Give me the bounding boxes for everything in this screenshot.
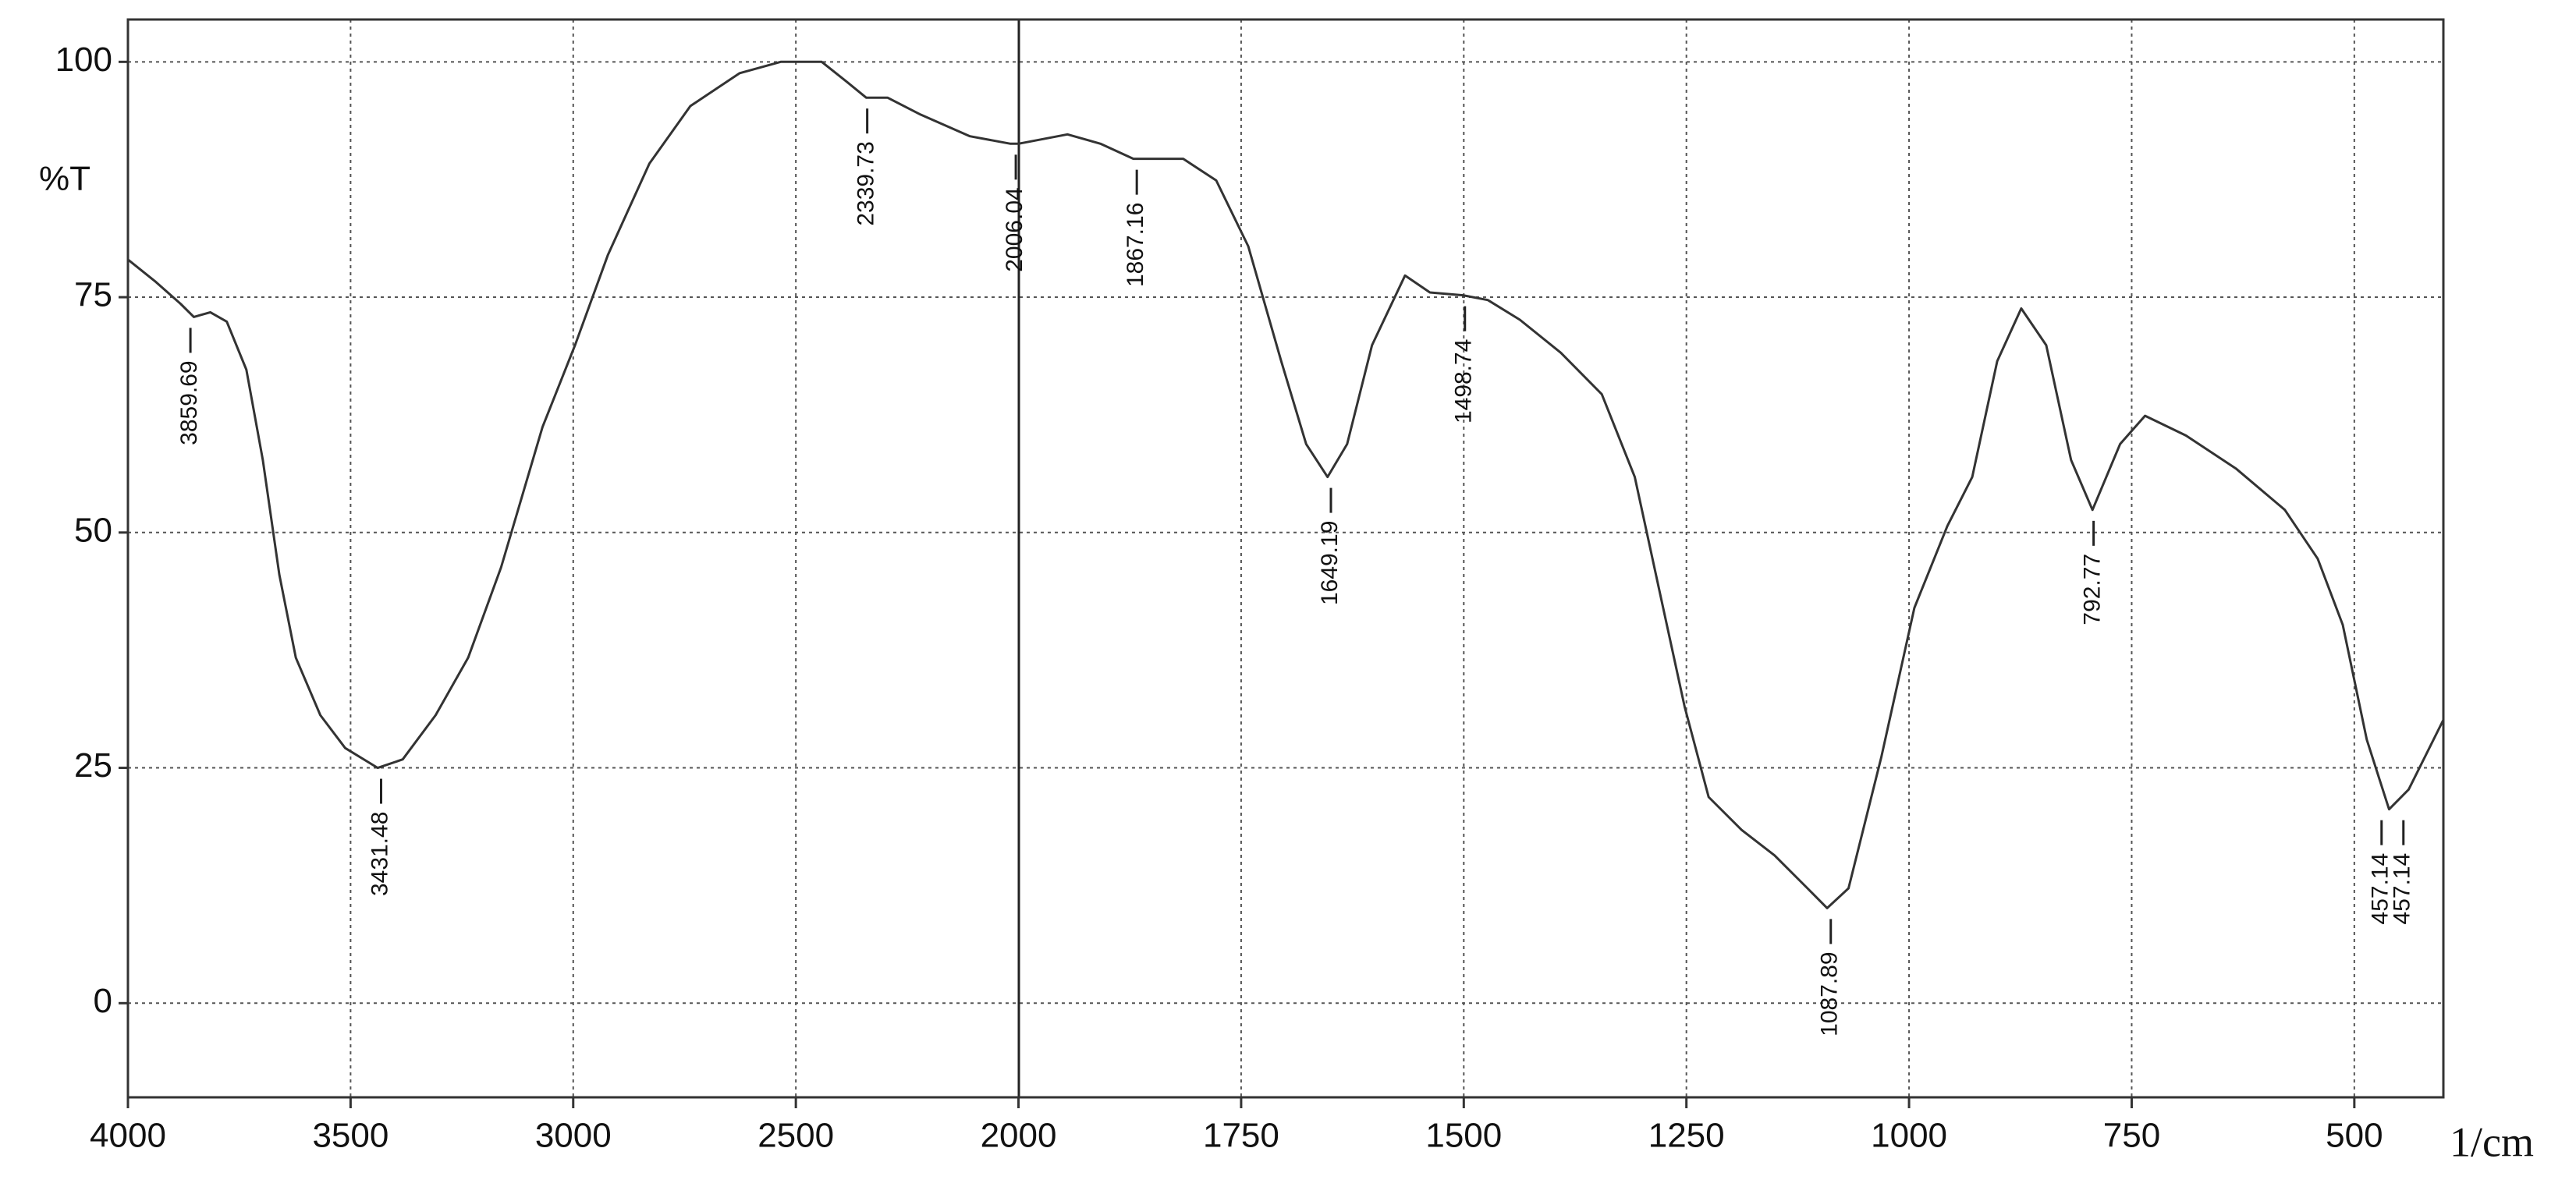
peak-label: 457.14	[2390, 853, 2415, 925]
peak-label: 1649.19	[1317, 521, 1343, 605]
x-tick-label: 3500	[312, 1117, 389, 1155]
x-tick-label: 1000	[1871, 1117, 1947, 1155]
x-tick-label: 1500	[1425, 1117, 1502, 1155]
peak-label: 1087.89	[1817, 951, 1843, 1036]
plot-frame	[126, 18, 2445, 1099]
x-tick-label: 2500	[758, 1117, 834, 1155]
peak-label: 1498.74	[1451, 339, 1477, 423]
peak-label: 457.14	[2368, 853, 2393, 925]
x-tick-label: 500	[2326, 1117, 2383, 1155]
x-tick-label: 1750	[1203, 1117, 1279, 1155]
y-tick-label: 75	[74, 276, 112, 314]
y-tick-label: 25	[74, 746, 112, 785]
peak-label: 3431.48	[367, 812, 392, 896]
peak-label: 3859.69	[176, 360, 202, 445]
x-tick-label: 2000	[981, 1117, 1057, 1155]
y-axis-label: %T	[39, 160, 90, 198]
x-tick-label: 3000	[535, 1117, 612, 1155]
y-tick-label: 50	[74, 511, 112, 549]
y-tick-label: 100	[55, 41, 112, 79]
peak-label: 1867.16	[1123, 203, 1148, 287]
spectrum-line	[127, 60, 2445, 909]
peak-label: 2006.04	[1002, 187, 1027, 271]
x-tick-label: 750	[2103, 1117, 2160, 1155]
x-axis-label: 1/cm	[2450, 1118, 2534, 1165]
y-tick-label: 0	[94, 982, 112, 1020]
x-tick-label: 1250	[1648, 1117, 1725, 1155]
peak-label: 792.77	[2080, 554, 2106, 625]
peak-label: 2339.73	[853, 141, 879, 225]
x-tick-label: 4000	[90, 1117, 166, 1155]
